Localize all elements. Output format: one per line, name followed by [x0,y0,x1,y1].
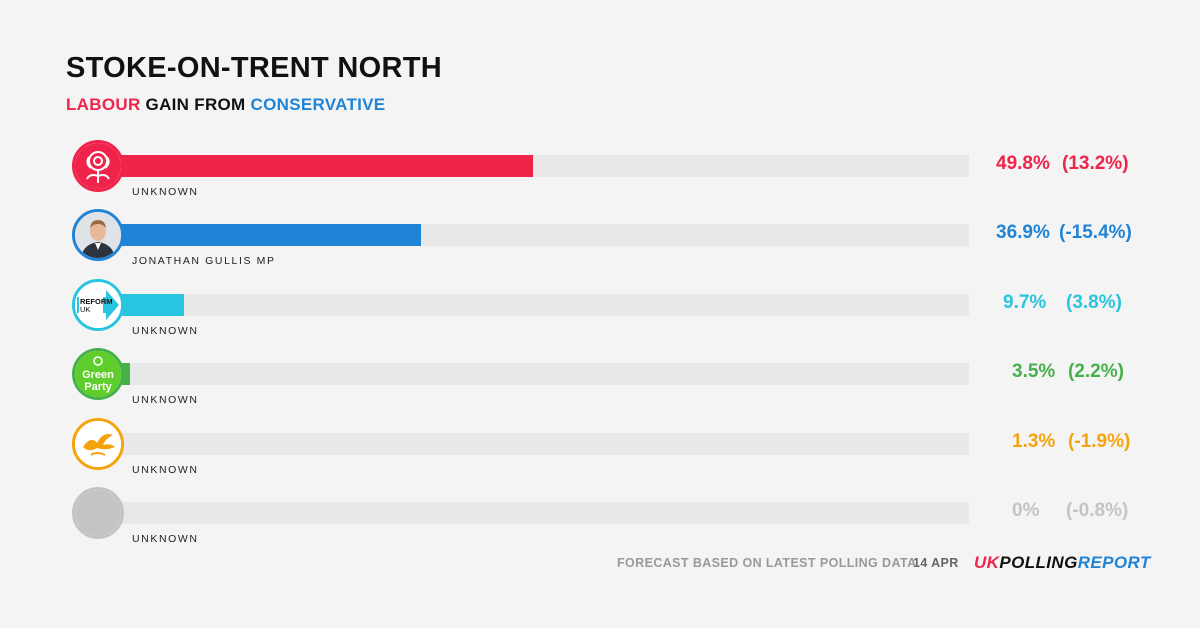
party-row: UNKNOWN 0% (-0.8%) [0,487,1200,557]
vote-share-bar [100,224,421,246]
blank-circle-icon [72,487,124,539]
forecast-note: FORECAST BASED ON LATEST POLLING DATA [617,556,917,570]
candidate-name: UNKNOWN [132,186,199,198]
party-row: UNKNOWN 49.8% (13.2%) [0,140,1200,210]
candidate-name: UNKNOWN [132,464,199,476]
svg-text:Party: Party [84,381,112,393]
party-row: JONATHAN GULLIS MP 36.9% (-15.4%) [0,209,1200,279]
bar-track [100,502,969,524]
candidate-photo-icon [72,209,124,261]
svg-text:REFORM: REFORM [80,297,113,306]
forecast-date: 14 APR [913,556,959,570]
svg-text:Green: Green [82,369,114,381]
green-party-icon: Green Party [72,348,124,400]
vote-change-label: (2.2%) [1068,361,1124,382]
libdem-bird-icon [72,418,124,470]
reform-uk-icon: REFORM UK [72,279,124,331]
gaining-party: LABOUR [66,95,141,114]
labour-rose-icon [72,140,124,192]
vote-change-label: (3.8%) [1066,292,1122,313]
footer: FORECAST BASED ON LATEST POLLING DATA 14… [0,553,1200,575]
bar-track [100,363,969,385]
page-title: STOKE-ON-TRENT NORTH [66,52,443,84]
candidate-name: UNKNOWN [132,394,199,406]
vote-change-label: (-1.9%) [1068,431,1131,452]
brand-logo: UKPOLLINGREPORT [974,553,1151,572]
party-row: UNKNOWN 1.3% (-1.9%) [0,418,1200,488]
vote-share-label: 36.9% [996,222,1050,243]
party-row: Green Party UNKNOWN 3.5% (2.2%) [0,348,1200,418]
vote-change-label: (-15.4%) [1059,222,1132,243]
vote-share-label: 49.8% [996,153,1050,174]
vote-change-label: (13.2%) [1062,153,1129,174]
subtitle-connector: GAIN FROM [145,95,246,114]
svg-text:UK: UK [80,305,90,314]
bar-track [100,433,969,455]
result-subtitle: LABOUR GAIN FROM CONSERVATIVE [66,95,385,115]
candidate-name: UNKNOWN [132,325,199,337]
vote-share-label: 1.3% [1012,431,1056,452]
vote-share-bar [100,155,533,177]
losing-party: CONSERVATIVE [250,95,386,114]
candidate-name: JONATHAN GULLIS MP [132,255,276,267]
vote-change-label: (-0.8%) [1066,500,1129,521]
vote-share-label: 3.5% [1012,361,1056,382]
candidate-name: UNKNOWN [132,533,199,545]
vote-share-label: 0% [1012,500,1040,521]
party-row: REFORM UK UNKNOWN 9.7% (3.8%) [0,279,1200,349]
vote-share-label: 9.7% [1003,292,1047,313]
bar-track [100,294,969,316]
